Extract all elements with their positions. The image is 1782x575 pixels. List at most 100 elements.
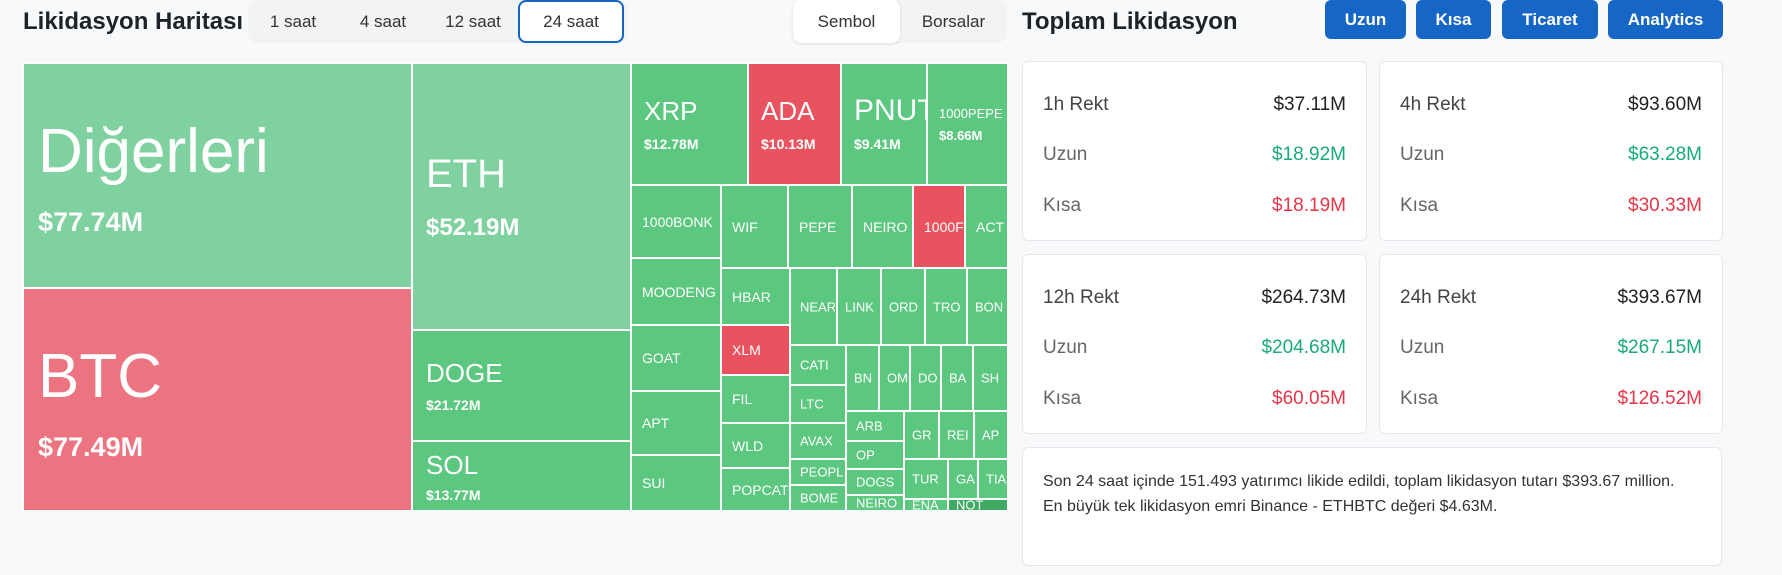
tile-people[interactable]: PEOPL <box>790 459 846 485</box>
tile-value: $8.66M <box>939 128 983 143</box>
tile-ada[interactable]: ADA $10.13M <box>748 63 841 185</box>
tile-bat[interactable]: BA <box>941 345 973 411</box>
tile-symbol: NOT <box>956 499 984 511</box>
tile-tia[interactable]: TIA <box>978 459 1008 499</box>
summary-line-1: Son 24 saat içinde 151.493 yatırımcı lik… <box>1043 473 1675 490</box>
card-label: 1h Rekt <box>1043 94 1109 115</box>
tile-symbol: TIA <box>986 471 1007 487</box>
tile-avax[interactable]: AVAX <box>790 423 846 459</box>
tile-not[interactable]: NOT <box>948 499 1008 511</box>
tile-ape[interactable]: AP <box>974 411 1008 459</box>
tile-sol[interactable]: SOL $13.77M <box>412 441 631 511</box>
time-range-tabs: 1 saat 4 saat 12 saat 24 saat <box>248 0 628 43</box>
tile-grt[interactable]: GR <box>904 411 939 459</box>
long-label: Uzun <box>1400 144 1445 165</box>
tile-om[interactable]: OM <box>879 345 910 411</box>
tile-ltc[interactable]: LTC <box>790 385 846 423</box>
trade-button[interactable]: Ticaret <box>1502 0 1598 39</box>
tile-symbol: Diğerleri <box>38 117 269 186</box>
card-long-row: Uzun $63.28M <box>1400 144 1702 166</box>
tile-1000f[interactable]: 1000F <box>913 185 965 268</box>
tile-hbar[interactable]: HBAR <box>721 268 790 325</box>
tile-trx[interactable]: TRO <box>925 268 967 345</box>
tile-doge[interactable]: DOGE $21.72M <box>412 330 631 441</box>
long-value: $204.68M <box>1261 337 1346 358</box>
tile-symbol: NEIRO <box>863 218 908 235</box>
tile-gala[interactable]: GA <box>948 459 978 499</box>
tile-moodeng[interactable]: MOODENG <box>631 258 721 325</box>
tile-bonk[interactable]: BON <box>967 268 1008 345</box>
tile-dogs[interactable]: DOGS <box>846 469 904 495</box>
tile-neiroeth[interactable]: NEIRO <box>846 495 904 511</box>
card-long-row: Uzun $18.92M <box>1043 144 1346 166</box>
summary-line-2: En büyük tek likidasyon emri Binance - E… <box>1043 498 1498 515</box>
card-total: $393.67M <box>1617 287 1702 308</box>
tile-apt[interactable]: APT <box>631 391 721 455</box>
tile-value: $21.72M <box>426 397 481 413</box>
tab-sembol[interactable]: Sembol <box>793 0 900 43</box>
tile-symbol: WLD <box>732 437 764 454</box>
tile-pepe[interactable]: PEPE <box>788 185 852 268</box>
tile-wif[interactable]: WIF <box>721 185 788 268</box>
long-button[interactable]: Uzun <box>1325 0 1406 39</box>
tile-ena[interactable]: ENA <box>904 499 948 511</box>
card-short-row: Kısa $30.33M <box>1400 195 1702 217</box>
tile-ordi[interactable]: ORD <box>881 268 925 345</box>
tile-goat[interactable]: GOAT <box>631 325 721 391</box>
tile-symbol: 1000F <box>924 218 964 235</box>
tile-wld[interactable]: WLD <box>721 423 790 468</box>
tile-symbol: HBAR <box>732 288 771 305</box>
tile-popcat[interactable]: POPCAT <box>721 468 790 511</box>
long-label: Uzun <box>1043 144 1088 165</box>
tile-btc[interactable]: BTC $77.49M <box>23 288 412 511</box>
card-header-row: 1h Rekt $37.11M <box>1043 94 1346 116</box>
tile-symbol: BON <box>975 299 1004 314</box>
long-value: $267.15M <box>1617 337 1702 358</box>
tile-arb[interactable]: ARB <box>846 411 904 441</box>
short-label: Kısa <box>1043 388 1082 409</box>
tile-symbol: DOGE <box>426 358 503 388</box>
tile-1000bonk[interactable]: 1000BONK <box>631 185 721 258</box>
short-button[interactable]: Kısa <box>1416 0 1491 39</box>
tile-symbol: PEOPL <box>800 464 844 480</box>
tile-bome[interactable]: BOME <box>790 485 846 511</box>
tab-24-saat[interactable]: 24 saat <box>518 0 624 43</box>
tile-neiro[interactable]: NEIRO <box>852 185 913 268</box>
analytics-button[interactable]: Analytics <box>1608 0 1723 39</box>
tile-near[interactable]: NEAR <box>790 268 837 345</box>
tab-4-saat[interactable]: 4 saat <box>359 11 407 31</box>
card-label: 12h Rekt <box>1043 287 1120 308</box>
tile-cati[interactable]: CATI <box>790 345 846 385</box>
tab-borsalar[interactable]: Borsalar <box>921 11 986 31</box>
tile-dot[interactable]: DO <box>910 345 941 411</box>
tile-symbol: OP <box>856 447 875 463</box>
tile-turbo[interactable]: TUR <box>904 459 948 499</box>
tile-bnb[interactable]: BN <box>846 345 879 411</box>
tile-symbol: ORD <box>889 299 918 314</box>
liquidation-treemap: Diğerleri $77.74M BTC $77.49M ETH $52.19… <box>23 63 1008 511</box>
tile-fil[interactable]: FIL <box>721 375 790 423</box>
tile-op[interactable]: OP <box>846 441 904 469</box>
tab-12-saat[interactable]: 12 saat <box>445 11 501 31</box>
tile-value: $13.77M <box>426 487 481 503</box>
tile-rei[interactable]: REI <box>939 411 974 459</box>
short-value: $18.19M <box>1272 195 1346 216</box>
tile-symbol: AVAX <box>800 433 833 449</box>
tile-symbol: POPCAT <box>732 481 789 498</box>
tile-act[interactable]: ACT <box>965 185 1008 268</box>
tile-symbol: ACT <box>976 218 1004 235</box>
tile-sui[interactable]: SUI <box>631 455 721 511</box>
tile-xrp[interactable]: XRP $12.78M <box>631 63 748 185</box>
tab-1-saat[interactable]: 1 saat <box>269 11 317 31</box>
tile-symbol: TRO <box>933 299 961 314</box>
tile-symbol: APT <box>642 415 670 431</box>
tile-shib[interactable]: SH <box>973 345 1008 411</box>
tile-xlm[interactable]: XLM <box>721 325 790 375</box>
tile-others[interactable]: Diğerleri $77.74M <box>23 63 412 288</box>
tile-eth[interactable]: ETH $52.19M <box>412 63 631 330</box>
tile-1000pepe[interactable]: 1000PEPE $8.66M <box>927 63 1008 185</box>
tile-pnut[interactable]: PNUT $9.41M <box>841 63 927 185</box>
tile-symbol: XRP <box>644 96 698 126</box>
tile-link[interactable]: LINK <box>837 268 881 345</box>
long-label: Uzun <box>1400 337 1445 358</box>
